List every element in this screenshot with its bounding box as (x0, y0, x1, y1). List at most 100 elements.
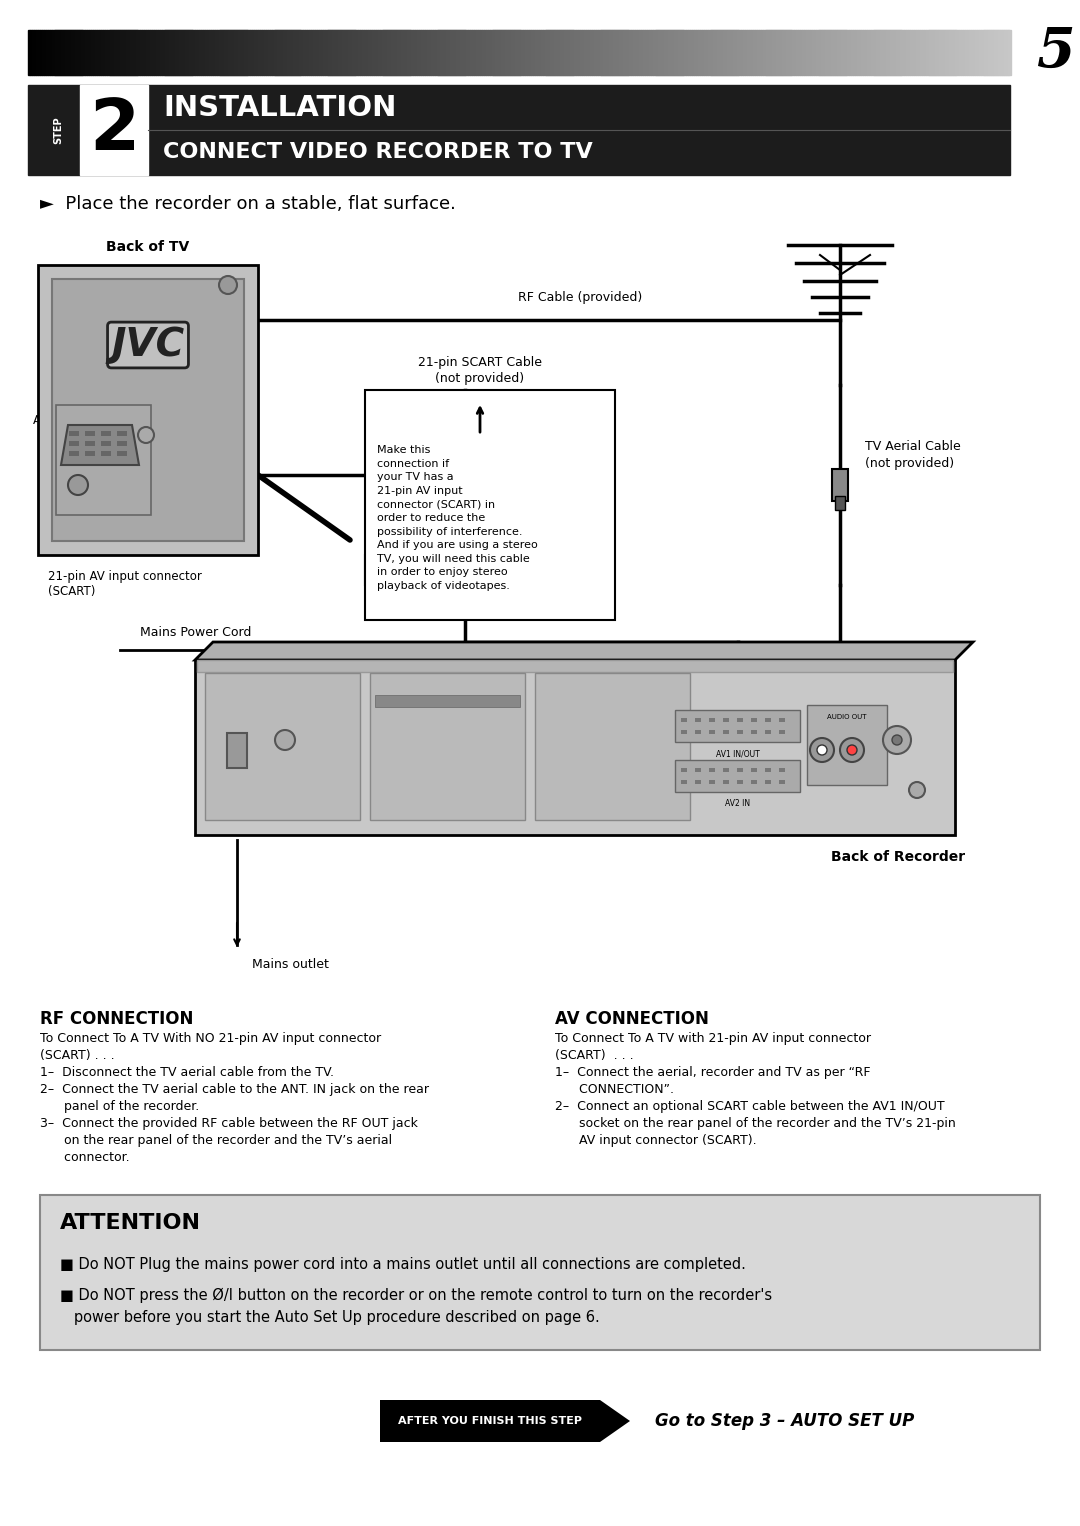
Bar (737, 768, 743, 772)
Bar (38, 31, 40, 75)
Bar (325, 31, 327, 75)
Bar (484, 31, 486, 75)
Bar (961, 31, 963, 75)
Text: Mains outlet: Mains outlet (252, 958, 329, 972)
Bar (102, 430, 111, 436)
Bar (260, 31, 262, 75)
Bar (197, 661, 953, 671)
Bar (441, 31, 443, 75)
Bar (465, 31, 469, 75)
Text: Mains Power Cord: Mains Power Cord (140, 626, 252, 638)
Bar (248, 31, 251, 75)
Bar (321, 31, 323, 75)
Bar (786, 31, 788, 75)
Bar (865, 31, 867, 75)
Bar (662, 31, 665, 75)
Bar (675, 710, 800, 742)
Bar (151, 31, 154, 75)
Bar (464, 31, 467, 75)
Bar (920, 31, 922, 75)
Bar (530, 31, 534, 75)
Bar (613, 31, 616, 75)
Bar (496, 31, 498, 75)
Bar (172, 31, 174, 75)
Bar (187, 31, 190, 75)
Bar (52, 31, 54, 75)
Bar (203, 31, 205, 75)
Bar (680, 31, 683, 75)
Bar (792, 31, 795, 75)
Bar (501, 31, 503, 75)
Polygon shape (60, 426, 139, 465)
Bar (179, 31, 181, 75)
Bar (266, 31, 268, 75)
Bar (357, 31, 361, 75)
Bar (645, 31, 647, 75)
Bar (681, 729, 687, 734)
Bar (592, 31, 594, 75)
Bar (870, 31, 873, 75)
Bar (837, 31, 839, 75)
Bar (213, 31, 215, 75)
Bar (549, 31, 551, 75)
Bar (676, 31, 678, 75)
Bar (546, 31, 549, 75)
Bar (578, 31, 580, 75)
Bar (717, 31, 720, 75)
Bar (659, 31, 661, 75)
Bar (839, 31, 841, 75)
Bar (472, 31, 474, 75)
Bar (588, 31, 590, 75)
Bar (779, 780, 785, 784)
Bar (65, 31, 68, 75)
Bar (806, 31, 808, 75)
Text: ■ Do NOT press the Ø/I button on the recorder or on the remote control to turn o: ■ Do NOT press the Ø/I button on the rec… (60, 1288, 772, 1303)
Bar (1008, 31, 1011, 75)
Bar (352, 31, 354, 75)
Bar (708, 719, 715, 722)
Bar (765, 31, 767, 75)
Text: AV input connector (SCART).: AV input connector (SCART). (555, 1134, 757, 1148)
Bar (513, 31, 515, 75)
Bar (678, 31, 680, 75)
Bar (79, 31, 81, 75)
Bar (751, 31, 753, 75)
Bar (515, 31, 517, 75)
Bar (156, 31, 158, 75)
Bar (36, 31, 38, 75)
Bar (370, 673, 525, 819)
Text: connector.: connector. (40, 1151, 130, 1164)
Bar (503, 31, 505, 75)
Bar (544, 31, 546, 75)
Bar (878, 31, 881, 75)
Bar (282, 31, 284, 75)
Bar (908, 31, 910, 75)
Bar (403, 31, 406, 75)
Bar (48, 31, 50, 75)
Bar (244, 31, 246, 75)
Bar (737, 780, 743, 784)
Bar (631, 31, 633, 75)
Bar (195, 661, 955, 835)
Bar (650, 31, 653, 75)
Bar (708, 729, 715, 734)
Bar (136, 31, 138, 75)
Bar (158, 31, 160, 75)
Bar (599, 31, 602, 75)
Bar (521, 31, 524, 75)
Bar (748, 31, 752, 75)
Bar (815, 31, 818, 75)
Bar (517, 31, 519, 75)
Bar (904, 31, 906, 75)
Bar (511, 31, 514, 75)
Bar (542, 31, 545, 75)
Bar (995, 31, 997, 75)
Bar (307, 31, 309, 75)
Bar (625, 31, 627, 75)
Bar (990, 31, 993, 75)
Bar (703, 31, 706, 75)
Bar (681, 719, 687, 722)
Bar (652, 31, 654, 75)
Text: ►  Place the recorder on a stable, flat surface.: ► Place the recorder on a stable, flat s… (40, 195, 456, 214)
Circle shape (909, 781, 924, 798)
